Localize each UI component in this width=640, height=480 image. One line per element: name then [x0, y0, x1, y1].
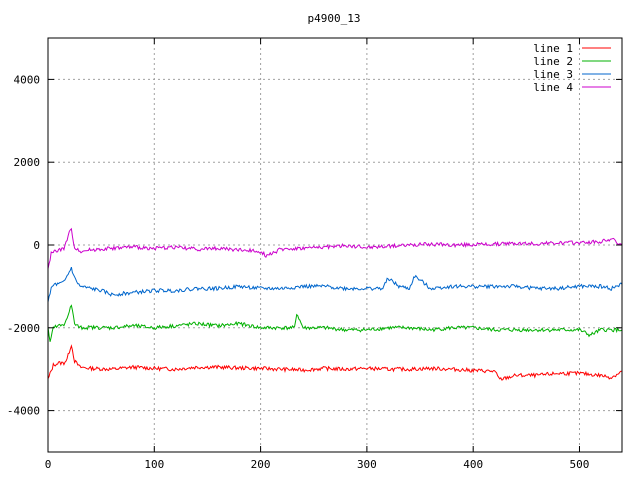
y-tick-label: 2000	[14, 156, 41, 169]
series-3	[47, 266, 623, 303]
legend-label-2: line 2	[533, 55, 573, 68]
x-tick-label: 200	[251, 458, 271, 471]
series-line-1	[47, 344, 622, 381]
x-tick-label: 0	[45, 458, 52, 471]
y-tick-label: 4000	[14, 73, 41, 86]
series-line-4	[47, 227, 623, 269]
chart-title: p4900_13	[308, 12, 361, 25]
x-tick-label: 500	[570, 458, 590, 471]
y-tick-label: -2000	[7, 322, 40, 335]
series-2	[47, 304, 623, 342]
series-line-2	[47, 304, 623, 342]
x-tick-label: 400	[463, 458, 483, 471]
axis-ticks: 0 100 200 300 400 500 -4000 -2000 0 2000 4000	[7, 38, 622, 471]
series-4	[47, 227, 623, 269]
legend-label-4: line 4	[533, 81, 573, 94]
legend-label-3: line 3	[533, 68, 573, 81]
x-tick-label: 300	[357, 458, 377, 471]
series-line-3	[47, 266, 623, 303]
x-tick-label: 100	[144, 458, 164, 471]
series-1	[47, 344, 622, 381]
y-tick-label: -4000	[7, 405, 40, 418]
legend-label-1: line 1	[533, 42, 573, 55]
series-layer	[47, 227, 623, 381]
y-tick-label: 0	[33, 239, 40, 252]
